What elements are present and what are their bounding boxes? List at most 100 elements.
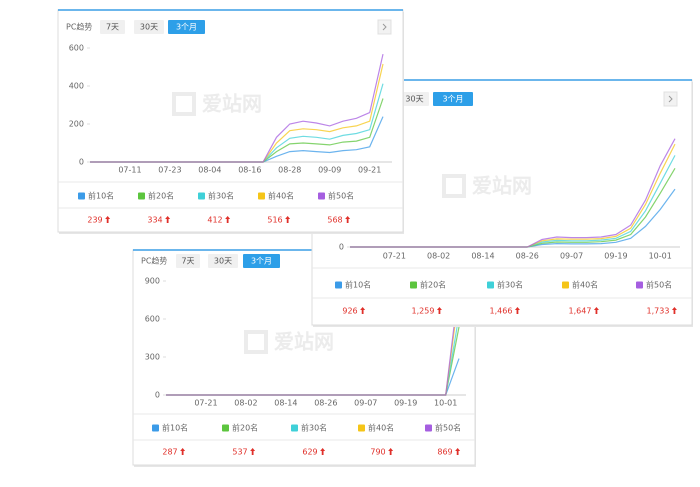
legend-label: 前20名 — [148, 191, 174, 201]
legend-label: 前10名 — [162, 423, 188, 433]
watermark: 爱站网 — [202, 92, 262, 116]
summary-value: 412 — [207, 216, 222, 225]
x-tick-label: 08-02 — [234, 399, 257, 408]
summary-value: 869 — [437, 448, 452, 457]
legend-swatch — [425, 424, 432, 432]
legend-swatch — [318, 192, 325, 200]
x-tick-label: 08-14 — [471, 252, 494, 261]
legend-swatch — [258, 192, 265, 200]
trend-up-icon — [320, 448, 326, 455]
tab[interactable] — [176, 254, 200, 268]
summary-value: 1,259 — [412, 307, 435, 316]
watermark-icon — [172, 92, 196, 116]
trend-up-icon — [225, 216, 231, 223]
watermark-icon — [244, 330, 268, 354]
tab[interactable] — [134, 20, 164, 34]
legend-label: 前40名 — [268, 191, 294, 201]
x-tick-label: 08-26 — [516, 252, 539, 261]
legend-swatch — [335, 281, 342, 289]
legend-swatch — [198, 192, 205, 200]
y-tick-label: 300 — [145, 353, 160, 362]
summary-value: 1,733 — [647, 307, 670, 316]
x-tick-label: 07-21 — [194, 399, 217, 408]
summary-value: 516 — [267, 216, 282, 225]
x-tick-label: 08-14 — [274, 399, 297, 408]
x-tick-label: 09-21 — [358, 166, 381, 175]
tab[interactable] — [400, 92, 429, 106]
next-button[interactable] — [663, 91, 678, 107]
x-tick-label: 09-09 — [318, 166, 341, 175]
trend-up-icon — [105, 216, 111, 223]
trend-up-icon — [345, 216, 351, 223]
y-tick-label: 200 — [69, 120, 84, 129]
watermark: 爱站网 — [274, 330, 334, 354]
trend-up-icon — [436, 307, 442, 314]
summary-value: 926 — [342, 307, 357, 316]
y-tick-label: 900 — [145, 277, 160, 286]
legend-label: 前30名 — [497, 280, 523, 290]
x-tick-label: 09-07 — [560, 252, 583, 261]
x-tick-label: 09-07 — [354, 399, 377, 408]
trend-up-icon — [165, 216, 171, 223]
summary-value: 790 — [370, 448, 385, 457]
y-tick-label: 600 — [69, 44, 84, 53]
tab-label[interactable]: 3个月 — [442, 95, 463, 104]
tab-label[interactable]: 30天 — [140, 23, 158, 32]
legend-swatch — [636, 281, 643, 289]
summary-value: 537 — [232, 448, 247, 457]
trend-up-icon — [388, 448, 394, 455]
trend-up-icon — [285, 216, 291, 223]
tab-label[interactable]: 7天 — [106, 23, 119, 32]
y-tick-label: 600 — [145, 315, 160, 324]
legend-swatch — [562, 281, 569, 289]
legend-label: 前40名 — [368, 423, 394, 433]
legend-label: 前50名 — [646, 280, 672, 290]
next-button[interactable] — [377, 19, 392, 35]
series-line — [90, 53, 384, 163]
summary-value: 239 — [87, 216, 102, 225]
trend-up-icon — [514, 307, 520, 314]
legend-swatch — [487, 281, 494, 289]
x-tick-label: 07-21 — [383, 252, 406, 261]
next-icon — [668, 95, 673, 103]
tab[interactable] — [433, 92, 473, 106]
summary-value: 334 — [147, 216, 162, 225]
tab[interactable] — [100, 20, 125, 34]
x-tick-label: 09-19 — [394, 399, 417, 408]
legend-label: 前30名 — [208, 191, 234, 201]
legend-swatch — [222, 424, 229, 432]
x-tick-label: 08-28 — [278, 166, 301, 175]
tab-label[interactable]: 30天 — [214, 257, 232, 266]
legend-swatch — [291, 424, 298, 432]
trend-up-icon — [180, 448, 186, 455]
watermark-icon — [442, 174, 466, 198]
y-tick-label: 0 — [339, 243, 344, 252]
summary-value: 1,647 — [569, 307, 592, 316]
summary-value: 287 — [162, 448, 177, 457]
x-tick-label: 08-04 — [198, 166, 221, 175]
tab[interactable] — [168, 20, 205, 34]
y-tick-label: 0 — [79, 158, 84, 167]
x-tick-label: 09-19 — [604, 252, 627, 261]
tab[interactable] — [208, 254, 238, 268]
trend-up-icon — [250, 448, 256, 455]
legend-label: 前20名 — [232, 423, 258, 433]
trend-up-icon — [455, 448, 461, 455]
x-tick-label: 08-02 — [427, 252, 450, 261]
legend-swatch — [410, 281, 417, 289]
legend-swatch — [358, 424, 365, 432]
x-tick-label: 07-11 — [118, 166, 141, 175]
tab-label[interactable]: 30天 — [405, 95, 423, 104]
tab-label[interactable]: 7天 — [181, 257, 194, 266]
legend-swatch — [152, 424, 159, 432]
tab-label[interactable]: 3个月 — [251, 257, 272, 266]
section-label: PC趋势 — [66, 22, 92, 32]
tab-label[interactable]: 3个月 — [176, 23, 197, 32]
summary-value: 568 — [327, 216, 342, 225]
tab[interactable] — [243, 254, 280, 268]
watermark: 爱站网 — [472, 174, 532, 198]
legend-label: 前10名 — [345, 280, 371, 290]
y-tick-label: 400 — [69, 82, 84, 91]
